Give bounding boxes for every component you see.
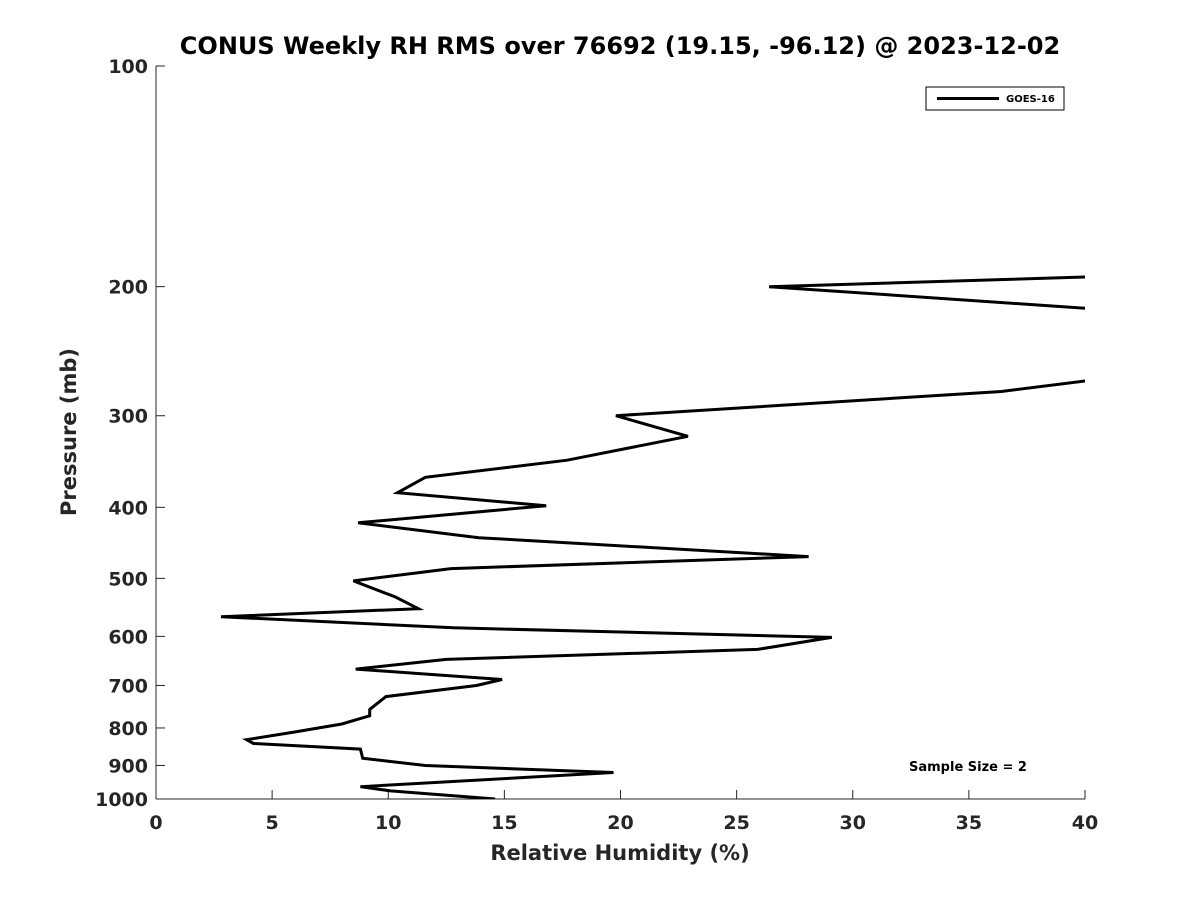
x-tick-label: 20 [607, 812, 633, 834]
x-tick-label: 35 [956, 812, 982, 834]
y-axis-label: Pressure (mb) [57, 348, 81, 516]
chart-title: CONUS Weekly RH RMS over 76692 (19.15, -… [180, 32, 1060, 60]
x-tick-label: 40 [1072, 812, 1098, 834]
y-tick-label: 400 [108, 497, 148, 519]
x-tick-label: 25 [723, 812, 749, 834]
x-tick-label: 15 [491, 812, 517, 834]
series-line-goes-16 [768, 275, 1085, 310]
y-tick-label: 600 [108, 626, 148, 648]
y-tick-label: 300 [108, 406, 148, 428]
x-axis-label: Relative Humidity (%) [490, 841, 749, 865]
x-tick-label: 5 [266, 812, 279, 834]
y-tick-label: 1000 [95, 789, 148, 811]
sample-size-annotation: Sample Size = 2 [909, 760, 1027, 775]
y-tick-label: 200 [108, 277, 148, 299]
y-tick-label: 500 [108, 568, 148, 590]
y-tick-label: 900 [108, 755, 148, 777]
x-axis-ticks: 0 5 10 15 20 25 30 35 40 [149, 790, 1098, 834]
legend-label-goes-16: GOES-16 [1006, 94, 1055, 105]
y-tick-label: 100 [108, 56, 148, 78]
x-tick-label: 30 [840, 812, 866, 834]
y-tick-label: 700 [108, 675, 148, 697]
legend: GOES-16 [925, 86, 1065, 111]
series-layer [220, 275, 1085, 799]
x-tick-label: 10 [375, 812, 401, 834]
y-tick-label: 800 [108, 718, 148, 740]
y-axis-ticks: 100 200 300 400 500 600 700 800 900 1000 [95, 56, 165, 811]
x-tick-label: 0 [149, 812, 162, 834]
series-line-goes-16 [220, 379, 1085, 799]
